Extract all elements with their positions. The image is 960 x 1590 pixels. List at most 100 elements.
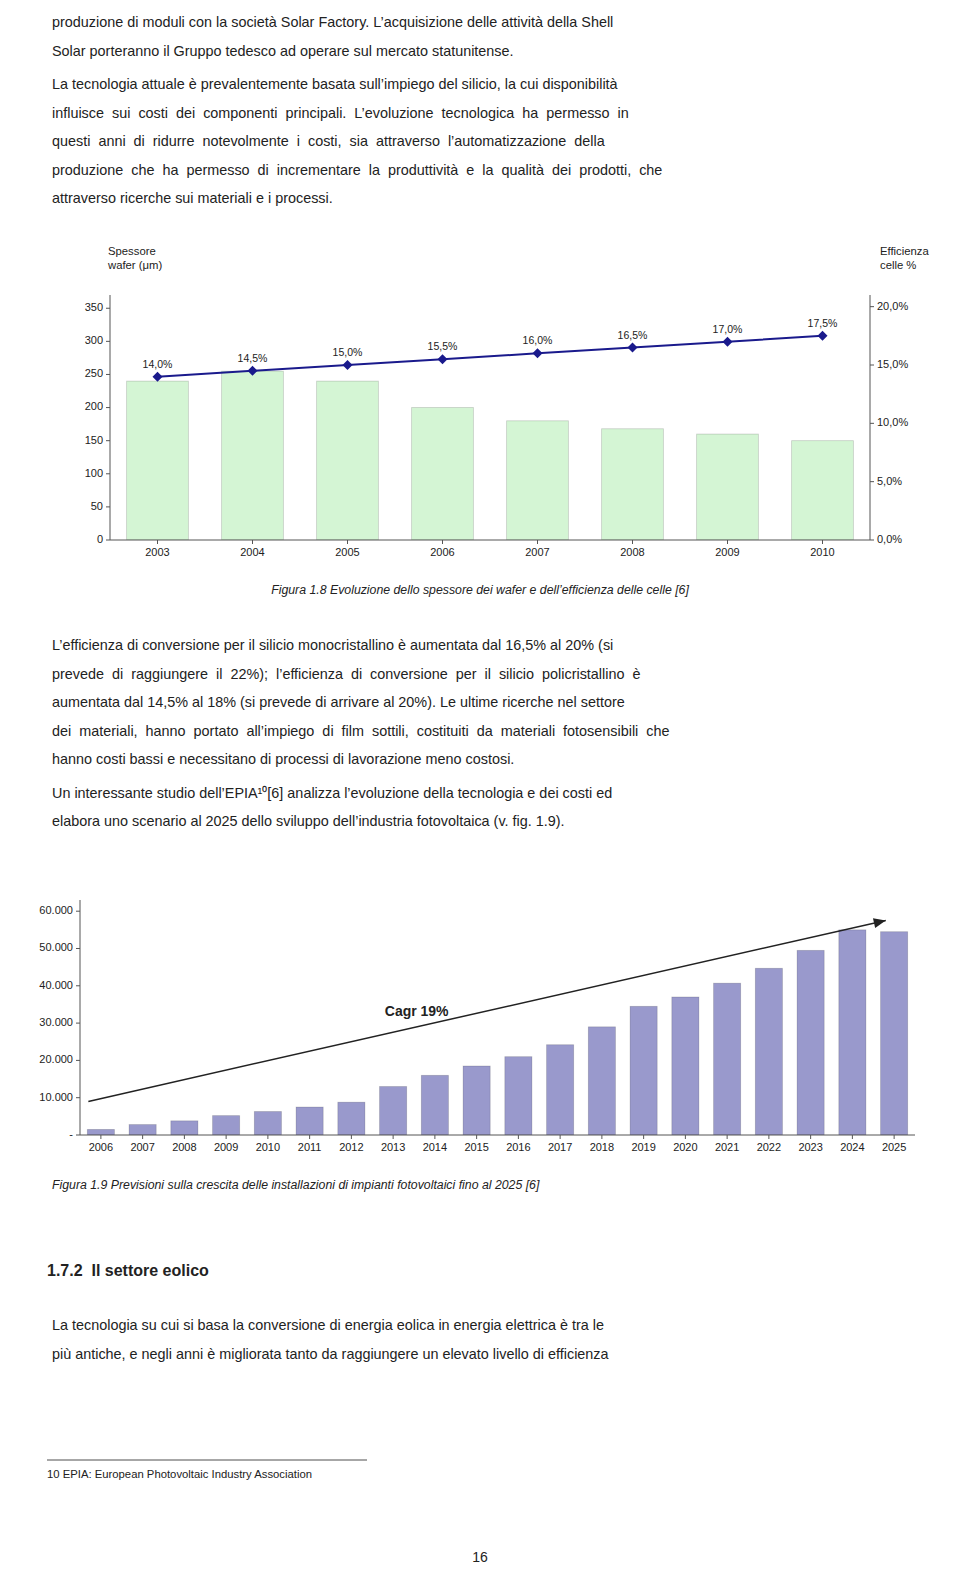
x-tick-label: 2007: [130, 1141, 154, 1153]
bar: [127, 381, 189, 540]
x-tick: [852, 1135, 853, 1139]
x-tick: [822, 540, 823, 544]
x-tick: [560, 1135, 561, 1139]
y2-tick-label: 20,0%: [877, 300, 908, 312]
axes: -10.00020.00030.00040.00050.00060.000200…: [39, 900, 915, 1153]
x-tick-label: 2008: [172, 1141, 196, 1153]
x-tick: [434, 1135, 435, 1139]
y-tick-label: 250: [85, 367, 103, 379]
body-text: La tecnologia su cui si basa la conversi…: [52, 1317, 604, 1333]
y-tick: [106, 374, 110, 375]
text-line: Spessore: [108, 245, 156, 257]
body-text: prevede di raggiungere il 22%); l’effici…: [52, 666, 640, 682]
x-tick-label: 2016: [506, 1141, 530, 1153]
y-tick-label: 20.000: [39, 1053, 73, 1065]
y-tick-label: -: [69, 1128, 73, 1140]
x-tick-label: 2024: [840, 1141, 864, 1153]
y-tick-label: 50.000: [39, 941, 73, 953]
x-axis-line: [110, 540, 870, 541]
y-tick-label: 0: [97, 533, 103, 545]
x-tick-label: 2003: [145, 546, 169, 558]
y-tick: [106, 506, 110, 507]
body-text: Solar porteranno il Gruppo tedesco ad op…: [52, 43, 514, 59]
x-tick-label: 2007: [525, 546, 549, 558]
x-tick-label: 2012: [339, 1141, 363, 1153]
marker: [533, 348, 543, 358]
caption: Figura 1.8 Evoluzione dello spessore dei…: [271, 583, 689, 597]
x-tick: [601, 1135, 602, 1139]
bar: [421, 1075, 448, 1135]
x-tick-label: 2023: [798, 1141, 822, 1153]
bar: [714, 983, 741, 1135]
x-tick: [727, 540, 728, 544]
x-tick-label: 2020: [673, 1141, 697, 1153]
y-tick: [76, 911, 80, 912]
footnote-rule: [47, 1460, 367, 1461]
section-header: 1.7.2 Il settore eolico: [47, 1262, 209, 1279]
y2-tick: [870, 423, 874, 424]
x-tick: [142, 1135, 143, 1139]
x-tick: [347, 540, 348, 544]
x-tick: [267, 1135, 268, 1139]
marker: [248, 366, 258, 376]
x-tick-label: 2014: [423, 1141, 447, 1153]
x-tick: [184, 1135, 185, 1139]
x-tick: [476, 1135, 477, 1139]
x-tick-label: 2010: [810, 546, 834, 558]
chart: 14,0%14,5%15,0%15,5%16,0%16,5%17,0%17,5%…: [85, 245, 930, 597]
body-text: questi anni di ridurre notevolmente i co…: [52, 133, 605, 149]
bar: [254, 1112, 281, 1136]
marker: [628, 343, 638, 353]
y-axis-line: [80, 900, 81, 1135]
x-tick: [727, 1135, 728, 1139]
bar: [213, 1116, 240, 1135]
body-text: influisce sui costi dei componenti princ…: [52, 105, 629, 121]
text-line: wafer (μm): [107, 259, 162, 271]
page-number: 16: [472, 1549, 488, 1565]
data-label: 16,5%: [618, 329, 648, 341]
x-tick: [518, 1135, 519, 1139]
trend-arrow-head: [873, 918, 886, 928]
y-tick: [76, 1060, 80, 1061]
x-tick-label: 2021: [715, 1141, 739, 1153]
axes: 0501001502002503003500,0%5,0%10,0%15,0%2…: [85, 295, 909, 558]
y-tick: [76, 948, 80, 949]
bar: [602, 429, 664, 540]
y-axis-line: [110, 295, 111, 540]
body-text: produzione che ha permesso di incrementa…: [52, 162, 662, 178]
bar: [317, 381, 379, 540]
body-text: aumentata dal 14,5% al 18% (si prevede d…: [52, 694, 625, 710]
bar: [129, 1125, 156, 1135]
x-tick-label: 2015: [464, 1141, 488, 1153]
bar: [755, 968, 782, 1135]
x-axis-line: [80, 1135, 915, 1136]
y2-tick: [870, 481, 874, 482]
x-tick-label: 2022: [757, 1141, 781, 1153]
x-tick: [685, 1135, 686, 1139]
plot-area: [127, 331, 854, 540]
y-tick: [76, 1097, 80, 1098]
y-tick: [106, 540, 110, 541]
bar: [222, 371, 284, 540]
x-tick: [442, 540, 443, 544]
x-tick: [810, 1135, 811, 1139]
body-text: più antiche, e negli anni è migliorata t…: [52, 1346, 609, 1362]
y2-tick: [870, 365, 874, 366]
bar: [87, 1129, 114, 1135]
y-tick-label: 10.000: [39, 1091, 73, 1103]
bar: [630, 1006, 657, 1135]
y-tick-label: 60.000: [39, 904, 73, 916]
y2-axis-line: [870, 295, 871, 540]
body-text: dei materiali, hanno portato all’impiego…: [52, 723, 669, 739]
bar: [507, 421, 569, 540]
y-tick-label: 200: [85, 400, 103, 412]
x-tick-label: 2006: [89, 1141, 113, 1153]
bar: [792, 441, 854, 540]
y2-tick-label: 0,0%: [877, 533, 902, 545]
y-tick: [76, 1023, 80, 1024]
x-tick-label: 2018: [590, 1141, 614, 1153]
y-tick-label: 300: [85, 334, 103, 346]
x-tick-label: 2005: [335, 546, 359, 558]
bar: [697, 434, 759, 540]
y2-tick-label: 15,0%: [877, 358, 908, 370]
